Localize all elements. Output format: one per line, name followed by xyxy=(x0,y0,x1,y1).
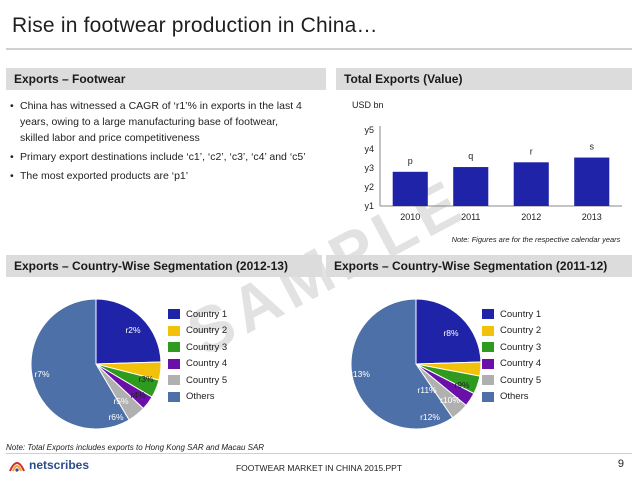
legend-label: Country 3 xyxy=(186,341,228,353)
title-divider xyxy=(6,48,632,50)
legend-swatch xyxy=(168,391,180,402)
legend-label: Country 3 xyxy=(500,341,542,353)
legend-item: Country 2 xyxy=(482,323,541,340)
legend-item: Country 4 xyxy=(482,356,541,373)
legend-swatch xyxy=(482,391,494,402)
bar-2011 xyxy=(453,167,489,206)
legend-label: Others xyxy=(186,391,215,403)
bar-2010 xyxy=(392,171,428,206)
legend-label: Country 4 xyxy=(500,358,542,370)
segmentation-2012-13-pie-chart: r2% r3% r4%r5% r6% r7% xyxy=(30,298,162,430)
x-tick-label: 2011 xyxy=(461,212,480,222)
segmentation-2012-13-heading: Exports – Country-Wise Segmentation (201… xyxy=(6,255,322,277)
legend-label: Country 4 xyxy=(186,358,228,370)
legend-swatch xyxy=(168,342,180,353)
bullet-item: • Primary export destinations include ‘c1… xyxy=(10,151,306,163)
total-exports-note: Note: Figures are for the respective cal… xyxy=(452,235,621,244)
legend-item: Country 5 xyxy=(482,372,541,389)
bar-data-label: r xyxy=(530,146,533,156)
footer-document-name: FOOTWEAR MARKET IN CHINA 2015.PPT xyxy=(235,463,403,473)
footer-divider xyxy=(6,453,632,454)
bar-2013 xyxy=(574,157,610,206)
legend-label: Country 2 xyxy=(186,325,228,337)
legend-item: Country 1 xyxy=(482,306,541,323)
exports-footwear-heading: Exports – Footwear xyxy=(6,68,326,90)
legend-swatch xyxy=(482,309,494,320)
legend-item: Others xyxy=(168,389,227,406)
x-tick-label: 2010 xyxy=(400,212,420,222)
pie-slice-others xyxy=(350,298,454,430)
legend-item: Country 1 xyxy=(168,306,227,323)
y-tick-label: y5 xyxy=(364,125,374,135)
pie-data-label: r7% xyxy=(34,369,50,379)
pie-slice-country-1 xyxy=(95,298,162,365)
segmentation-2011-12-legend: Country 1 Country 2 Country 3 Country 4 Coun… xyxy=(482,306,541,405)
legend-swatch xyxy=(482,375,494,386)
legend-swatch xyxy=(482,342,494,353)
legend-swatch xyxy=(168,375,180,386)
footnote: Note: Total Exports includes exports to … xyxy=(6,443,265,452)
legend-item: Others xyxy=(482,389,541,406)
total-exports-bar-chart: USD bn y1 y2 y3 y4 y5 p 2010 q 2011 r 2012 s 2013 Note… xyxy=(352,100,622,244)
pie-data-label: r3% xyxy=(138,374,154,384)
company-logo: netscribes xyxy=(8,457,89,473)
legend-item: Country 3 xyxy=(168,339,227,356)
exports-footwear-bullets: • China has witnessed a CAGR of ‘r1’% in … xyxy=(10,98,310,187)
legend-label: Country 5 xyxy=(500,374,542,386)
pie-data-label: r10% xyxy=(440,395,460,405)
legend-swatch xyxy=(168,358,180,369)
y-axis-unit-label: USD bn xyxy=(352,100,384,110)
y-tick-label: y2 xyxy=(364,182,374,192)
legend-item: Country 2 xyxy=(168,323,227,340)
pie-data-label: r2% xyxy=(125,325,141,335)
legend-label: Country 5 xyxy=(186,374,228,386)
legend-label: Others xyxy=(500,391,529,403)
x-tick-label: 2013 xyxy=(582,212,602,222)
pie-data-label: r12% xyxy=(420,412,440,422)
y-tick-label: y4 xyxy=(364,144,374,154)
segmentation-2011-12-heading: Exports – Country-Wise Segmentation (201… xyxy=(326,255,632,277)
bullet-item: • The most exported products are ‘p1’ xyxy=(10,170,189,182)
y-tick-label: y3 xyxy=(364,163,374,173)
legend-swatch xyxy=(168,325,180,336)
logo-text: netscribes xyxy=(29,458,90,472)
legend-item: Country 5 xyxy=(168,372,227,389)
page-title: Rise in footwear production in China… xyxy=(12,14,378,37)
pie-slice-country-1 xyxy=(415,298,482,365)
pie-data-label: r9% xyxy=(454,380,470,390)
pie-data-label: r6% xyxy=(108,412,124,422)
x-tick-label: 2012 xyxy=(521,212,541,222)
page-number: 9 xyxy=(617,458,624,470)
total-exports-heading: Total Exports (Value) xyxy=(336,68,632,90)
legend-item: Country 3 xyxy=(482,339,541,356)
legend-swatch xyxy=(168,309,180,320)
legend-swatch xyxy=(482,325,494,336)
pie-data-label: r13% xyxy=(350,369,370,379)
legend-swatch xyxy=(482,358,494,369)
pie-data-label: r8% xyxy=(443,328,459,338)
pie-data-label: r11% xyxy=(417,385,437,395)
legend-label: Country 2 xyxy=(500,325,542,337)
bar-data-label: s xyxy=(590,142,595,152)
legend-label: Country 1 xyxy=(186,308,228,320)
segmentation-2011-12-pie-chart: r8% r9% r10%r11% r12% r13% xyxy=(350,298,482,430)
y-tick-label: y1 xyxy=(364,201,374,211)
pie-data-label: r4% xyxy=(130,390,146,400)
bullet-item: • China has witnessed a CAGR of ‘r1’% in … xyxy=(10,100,302,144)
logo-mark-icon xyxy=(9,462,25,472)
legend-item: Country 4 xyxy=(168,356,227,373)
segmentation-2012-13-legend: Country 1 Country 2 Country 3 Country 4 Coun… xyxy=(168,306,227,405)
bar-data-label: p xyxy=(408,156,413,166)
bar-data-label: q xyxy=(468,151,473,161)
bar-2012 xyxy=(513,162,549,206)
legend-label: Country 1 xyxy=(500,308,542,320)
pie-slice-others xyxy=(30,298,130,430)
pie-data-label: r5% xyxy=(113,396,129,406)
